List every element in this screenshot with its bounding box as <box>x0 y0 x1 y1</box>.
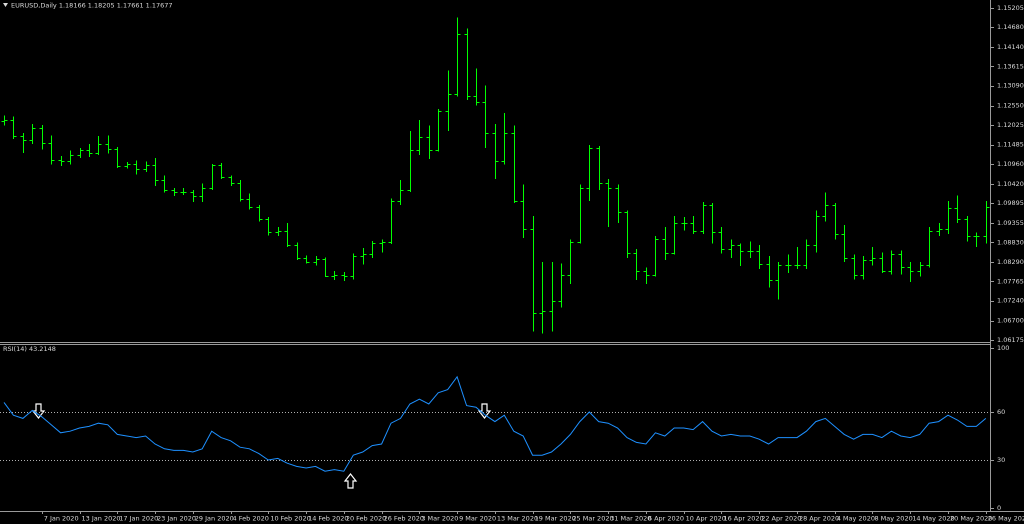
y-tick-label: 1.08830 <box>997 238 1024 246</box>
x-tick-label: 31 Mar 2020 <box>610 515 651 523</box>
x-tick-label: 13 Jan 2020 <box>82 515 121 523</box>
x-tick-label: 23 Jan 2020 <box>157 515 196 523</box>
x-tick-label: 22 Apr 2020 <box>761 515 801 523</box>
x-tick-label: 20 Feb 2020 <box>346 515 386 523</box>
x-tick-label: 8 May 2020 <box>874 515 912 523</box>
x-tick-label: 26 May 2020 <box>988 515 1024 523</box>
x-tick-label: 9 Mar 2020 <box>459 515 496 523</box>
y-tick-label: 1.12025 <box>997 121 1024 129</box>
x-tick-label: 29 Jan 2020 <box>195 515 234 523</box>
rsi-line <box>3 375 987 472</box>
x-tick-label: 25 Mar 2020 <box>572 515 613 523</box>
x-tick-label: 7 Jan 2020 <box>44 515 79 523</box>
x-tick-label: 13 Mar 2020 <box>497 515 538 523</box>
y-tick-label: 1.12550 <box>997 102 1024 110</box>
chart-title: EURUSD,Daily 1.18166 1.18205 1.17661 1.1… <box>11 2 173 10</box>
x-tick-label: 10 Apr 2020 <box>686 515 726 523</box>
x-tick-label: 17 Jan 2020 <box>119 515 158 523</box>
y-tick-label: 100 <box>997 344 1009 352</box>
y-tick-label: 1.09895 <box>997 199 1024 207</box>
y-tick-label: 0 <box>997 504 1001 512</box>
x-tick-label: 14 Feb 2020 <box>308 515 348 523</box>
x-tick-label: 6 Apr 2020 <box>648 515 684 523</box>
y-tick-label: 1.10420 <box>997 180 1024 188</box>
x-tick-label: 10 Feb 2020 <box>270 515 310 523</box>
y-tick-label: 1.06700 <box>997 317 1024 325</box>
y-tick-label: 1.10960 <box>997 160 1024 168</box>
x-tick-label: 26 Feb 2020 <box>384 515 424 523</box>
y-tick-label: 1.06175 <box>997 336 1024 344</box>
x-tick-label: 4 Feb 2020 <box>233 515 269 523</box>
y-tick-label: 1.11485 <box>997 141 1024 149</box>
signal-arrow-down <box>477 403 492 419</box>
y-tick-label: 1.09355 <box>997 219 1024 227</box>
y-tick-label: 1.08290 <box>997 258 1024 266</box>
y-tick-label: 60 <box>997 408 1005 416</box>
x-tick-label: 19 Mar 2020 <box>535 515 576 523</box>
y-tick-label: 1.13090 <box>997 82 1024 90</box>
y-tick-label: 1.14680 <box>997 23 1024 31</box>
signal-arrow-down <box>31 403 46 419</box>
x-tick-label: 14 May 2020 <box>912 515 954 523</box>
y-tick-label: 30 <box>997 456 1005 464</box>
menu-triangle[interactable] <box>3 3 8 7</box>
y-tick-label: 1.14140 <box>997 43 1024 51</box>
indicator-title: RSI(14) 43.2148 <box>3 345 56 353</box>
x-tick-label: 20 May 2020 <box>950 515 992 523</box>
y-tick-label: 1.07240 <box>997 297 1024 305</box>
signal-arrow-up <box>343 473 358 489</box>
x-tick-label: 4 May 2020 <box>837 515 875 523</box>
y-tick-label: 1.13615 <box>997 62 1024 70</box>
x-tick-label: 28 Apr 2020 <box>799 515 839 523</box>
y-tick-label: 1.07765 <box>997 277 1024 285</box>
x-tick-label: 16 Apr 2020 <box>723 515 763 523</box>
y-tick-label: 1.15205 <box>997 4 1024 12</box>
x-tick-label: 3 Mar 2020 <box>421 515 458 523</box>
